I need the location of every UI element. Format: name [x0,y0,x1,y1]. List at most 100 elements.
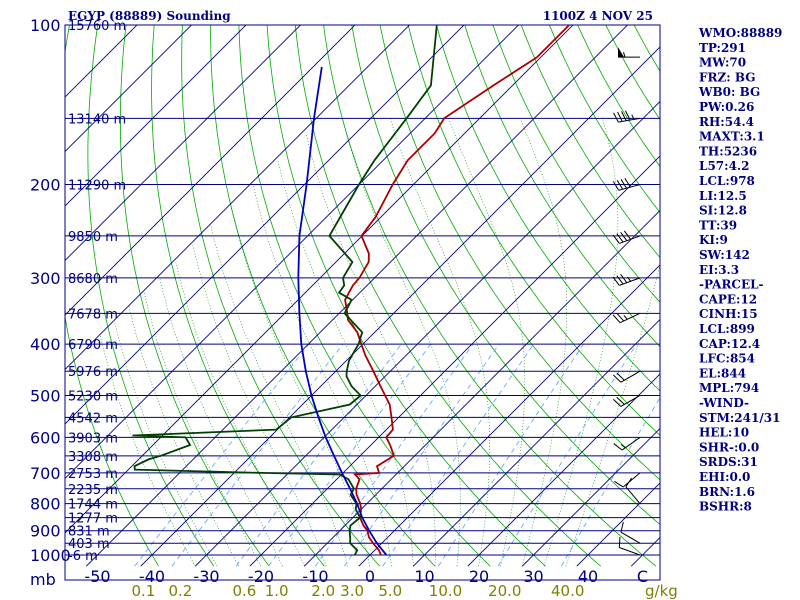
wind-barb-half-flag [623,52,626,58]
mixing-ratio-line [497,343,638,567]
wind-barb-flag [620,232,628,241]
height-level-label: 4542 m [68,411,118,426]
dry-adiabat-line [379,25,660,481]
moist-adiabat-line [192,244,327,567]
mixing-ratio-line [268,343,432,567]
dry-adiabat-line [323,25,657,567]
height-level-label: 831 m [68,525,110,540]
mixing-ratio-line [235,343,402,567]
wind-barb-half-flag [631,114,635,120]
chart-title: EGYP (88889) Sounding [68,9,231,23]
height-level-label: 15760 m [68,19,126,34]
temperature-tick-label: C [637,567,648,586]
mixing-ratio-line [560,397,660,567]
index-value: KI:9 [699,233,728,247]
wind-barb-flag [617,111,623,122]
mixing-ratio-label: 20.0 [488,582,521,600]
height-level-label: 5976 m [68,365,118,380]
index-value: PW:0.26 [699,100,754,114]
temperature-tick-label: 20 [469,567,489,586]
dry-adiabat-line [407,25,660,436]
wind-barb-flag [616,275,624,285]
index-value: LCL:899 [699,322,755,336]
dewpoint-trace [132,25,438,556]
wind-barb-half-flag [627,276,632,282]
wind-barb-pennant [618,47,624,58]
mixing-ratio-labels: 0.1 0.2 0.6 1.0 2.0 3.0 5.0 10.0 20.0 40.0 [131,582,584,600]
wind-barb-flag [613,374,622,383]
temperature-tick-label: -30 [193,567,219,586]
index-value: EI:3.3 [699,263,739,277]
wind-barb-flag [613,112,619,123]
height-level-label: 1277 m [68,512,118,527]
mixing-ratio-unit-label: g/kg [645,582,678,600]
isotherm-line [85,25,629,567]
height-level-label: 3903 m [68,431,118,446]
index-value: RH:54.4 [699,115,754,129]
wind-barb-flag [614,480,624,488]
pressure-tick-label: 400 [30,335,61,354]
dry-adiabat-line [238,25,491,567]
wind-barb-flag [613,398,622,407]
isotherm-line [65,25,356,316]
wind-barb-flag [618,537,621,548]
index-value: MAXT:3.1 [699,130,765,144]
mixing-ratio-label: 3.0 [340,582,364,600]
wind-barb-flag [616,180,624,190]
wind-barb [614,472,641,488]
wind-barb [618,47,640,58]
index-value: CAPE:12 [699,292,757,306]
pressure-tick-label: 300 [30,269,61,288]
index-value: CINH:15 [699,307,758,321]
temperature-tick-label: 40 [578,567,598,586]
mixing-ratio-line [344,343,500,567]
height-level-label: 5230 m [68,389,118,404]
pressure-tick-label: 900 [30,522,61,541]
sounding-traces [132,25,570,556]
mixing-ratio-label: 2.0 [311,582,335,600]
wind-barb-flag [612,181,620,191]
wind-barb-flag [616,312,625,322]
wind-barb-flag [621,111,627,121]
isotherm-line [65,25,411,371]
wind-barb [613,395,641,407]
moist-adiabat-line [230,206,370,567]
temperature-tick-label: -10 [302,567,328,586]
index-value: MW:70 [699,56,746,70]
height-level-label: 13140 m [68,112,126,127]
mixing-ratio-line [315,343,474,567]
pressure-tick-label: 600 [30,428,61,447]
index-value: FRZ: BG [699,70,755,84]
index-value: WMO:88889 [698,26,782,40]
dry-adiabat-line [351,25,660,526]
dry-adiabats [65,25,660,567]
wind-barb [612,273,641,286]
wind-barb-half-flag [620,444,626,449]
wind-barb-flag [620,273,628,283]
isotherm-line [65,25,574,534]
index-value: EL:844 [699,366,746,380]
wind-barb-flag [624,177,631,188]
wind-barb-flag [616,372,625,381]
index-value: BRN:1.6 [699,485,755,499]
index-value: LI:12.5 [699,189,747,203]
mixing-ratio-label: 10.0 [429,582,462,600]
temperature-tick-label: -50 [84,567,110,586]
height-level-label: 9850 m [68,230,118,245]
isotherm-line [65,25,247,207]
wind-barb [612,230,641,244]
index-value: WB0: BG [698,85,760,99]
isotherm-line [358,264,660,567]
mixing-ratio-lines [134,343,660,567]
wind-barb-flag [625,110,631,121]
mixing-ratio-line [171,343,344,567]
wind-barb-flag [620,521,624,533]
mixing-ratio-label: 5.0 [378,582,402,600]
height-level-label: 3308 m [68,450,118,465]
height-level-label: 7678 m [68,307,118,322]
wind-barb [613,370,641,383]
isotherm-line [65,25,520,480]
index-value: TT:39 [699,218,737,232]
wind-barb-shaft [622,472,641,488]
